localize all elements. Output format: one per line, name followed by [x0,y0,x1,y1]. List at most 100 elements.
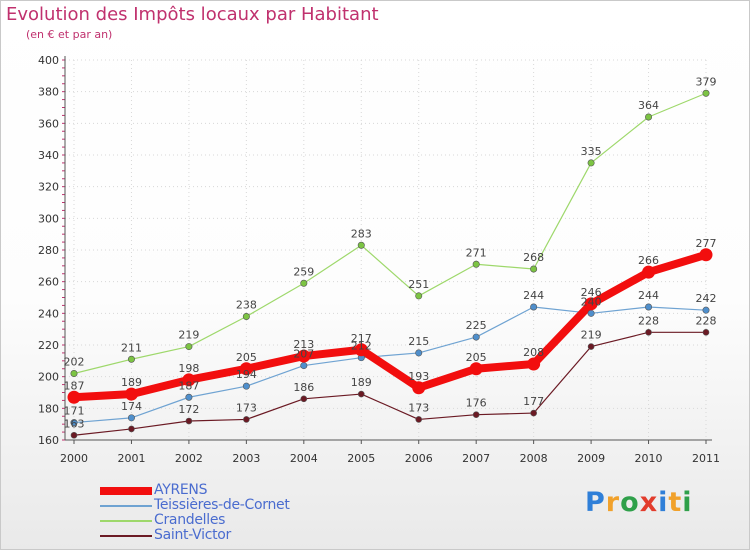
data-point [125,388,138,401]
data-point [416,293,422,299]
data-point [531,410,537,416]
data-point [68,391,81,404]
data-label: 266 [638,254,659,267]
data-label: 268 [523,251,544,264]
y-tick-label: 180 [38,402,59,415]
y-tick-label: 240 [38,307,59,320]
data-point [473,334,479,340]
legend-item-saint-victor: Saint-Victor [100,529,360,543]
line-chart: 1601802002202402602803003203403603804002… [0,0,750,550]
data-point [186,394,192,400]
data-label: 173 [236,401,257,414]
data-label: 238 [236,299,257,312]
data-label: 364 [638,99,659,112]
data-label: 171 [64,405,85,418]
data-point [645,304,651,310]
data-point [243,313,249,319]
data-point [588,344,594,350]
x-tick-label: 2007 [462,452,490,465]
data-label: 177 [523,395,544,408]
y-tick-label: 160 [38,434,59,447]
data-point [530,266,536,272]
data-point [416,350,422,356]
data-point [588,310,594,316]
data-point [301,396,307,402]
data-label: 259 [293,265,314,278]
data-label: 174 [121,400,142,413]
x-tick-label: 2000 [60,452,88,465]
data-point [243,416,249,422]
x-tick-label: 2003 [232,452,260,465]
data-point [473,261,479,267]
data-label: 244 [523,289,544,302]
series-line-ayrens [74,255,706,398]
data-point [243,383,249,389]
data-point [473,412,479,418]
x-tick-label: 2001 [117,452,145,465]
data-label: 213 [293,338,314,351]
data-point [700,248,713,261]
y-tick-label: 200 [38,371,59,384]
data-label: 215 [408,335,429,348]
data-point [71,370,77,376]
data-label: 335 [581,145,602,158]
x-tick-label: 2002 [175,452,203,465]
data-label: 219 [581,329,602,342]
data-point [128,426,134,432]
data-label: 225 [466,319,487,332]
legend-label: Saint-Victor [154,527,231,543]
y-tick-label: 340 [38,149,59,162]
data-point [703,329,709,335]
data-label: 277 [696,237,717,250]
legend-label: Teissières-de-Cornet [154,497,290,513]
data-label: 271 [466,246,487,259]
x-tick-label: 2011 [692,452,720,465]
data-label: 189 [351,376,372,389]
data-point [530,304,536,310]
y-tick-label: 320 [38,181,59,194]
data-label: 242 [696,292,717,305]
data-label: 202 [64,356,85,369]
data-point [588,160,594,166]
data-point [301,362,307,368]
x-tick-label: 2004 [290,452,318,465]
data-point [301,280,307,286]
data-label: 172 [178,403,199,416]
data-label: 189 [121,376,142,389]
data-label: 379 [696,75,717,88]
data-label: 211 [121,341,142,354]
data-point [128,415,134,421]
data-label: 217 [351,332,372,345]
data-label: 228 [696,314,717,327]
x-tick-label: 2005 [347,452,375,465]
legend-swatch [100,535,152,537]
logo-letter: r [606,487,620,518]
data-point [703,307,709,313]
data-label: 228 [638,314,659,327]
data-point [186,418,192,424]
logo-letter: x [640,487,658,518]
data-point [416,416,422,422]
data-label: 283 [351,227,372,240]
data-point [703,90,709,96]
y-tick-label: 400 [38,54,59,67]
data-label: 187 [64,379,85,392]
y-tick-label: 360 [38,117,59,130]
data-point [128,356,134,362]
y-tick-label: 380 [38,86,59,99]
logo-letter: o [620,487,640,518]
x-tick-label: 2006 [405,452,433,465]
y-tick-label: 260 [38,276,59,289]
data-label: 208 [523,346,544,359]
y-tick-label: 300 [38,212,59,225]
data-label: 246 [581,286,602,299]
data-point [646,329,652,335]
data-point [645,114,651,120]
legend-swatch [100,505,152,507]
legend-item-teissi-res-de-cornet: Teissières-de-Cornet [100,499,360,513]
data-label: 251 [408,278,429,291]
legend-label: AYRENS [154,482,207,498]
x-tick-label: 2010 [635,452,663,465]
series-line-crandelles [74,93,706,373]
data-point [358,391,364,397]
